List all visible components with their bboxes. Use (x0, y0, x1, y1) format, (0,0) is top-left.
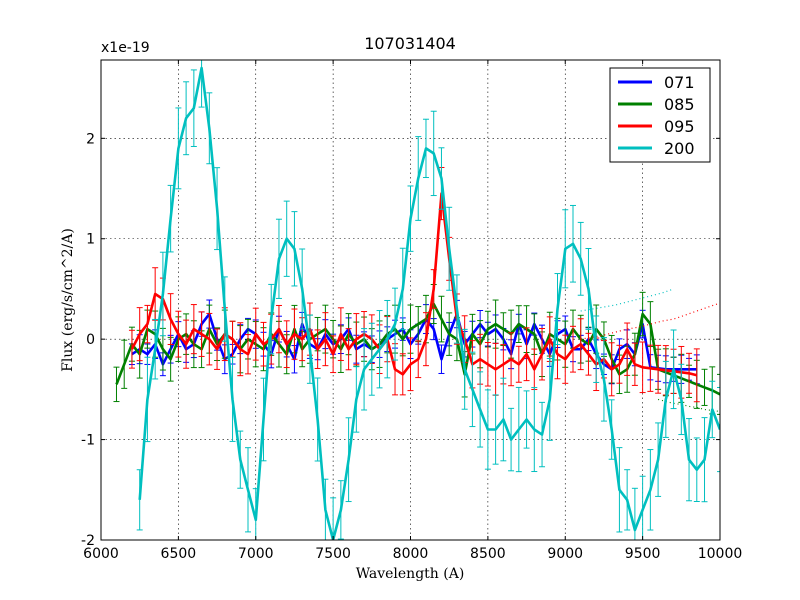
legend-label-095: 095 (664, 117, 695, 136)
x-tick-label: 7500 (315, 546, 351, 562)
x-tick-label: 9000 (547, 546, 583, 562)
envelope-line-085 (657, 398, 720, 413)
legend: 071 085 095 200 (609, 67, 711, 163)
series-200 (136, 60, 720, 540)
legend-label-085: 085 (664, 95, 695, 114)
x-tick-label: 8000 (393, 546, 429, 562)
legend-label-071: 071 (664, 73, 695, 92)
y-offset-label: x1e-19 (101, 40, 150, 56)
x-tick-label: 7000 (238, 546, 274, 562)
legend-label-200: 200 (664, 139, 695, 158)
x-tick-label: 9500 (625, 546, 661, 562)
y-tick-label: 2 (86, 131, 95, 147)
x-tick-label: 10000 (698, 546, 743, 562)
y-tick-label: -2 (81, 533, 95, 549)
axis-ticks: 6000 6500 7000 7500 8000 8500 9000 9500 10000 -2 -… (81, 60, 742, 562)
x-tick-label: 6000 (83, 546, 119, 562)
chart-title: 107031404 (364, 34, 456, 53)
x-axis-label: Wavelength (A) (356, 566, 465, 582)
y-tick-label: -1 (81, 433, 95, 449)
y-tick-label: 1 (86, 232, 95, 248)
series-layer (113, 60, 720, 540)
series-line-200 (138, 66, 720, 540)
y-tick-label: 0 (86, 332, 95, 348)
legend-box (609, 67, 711, 163)
x-tick-label: 6500 (161, 546, 197, 562)
y-axis-label: Flux (erg/s/cm^2/A) (60, 228, 76, 372)
x-tick-label: 8500 (470, 546, 506, 562)
